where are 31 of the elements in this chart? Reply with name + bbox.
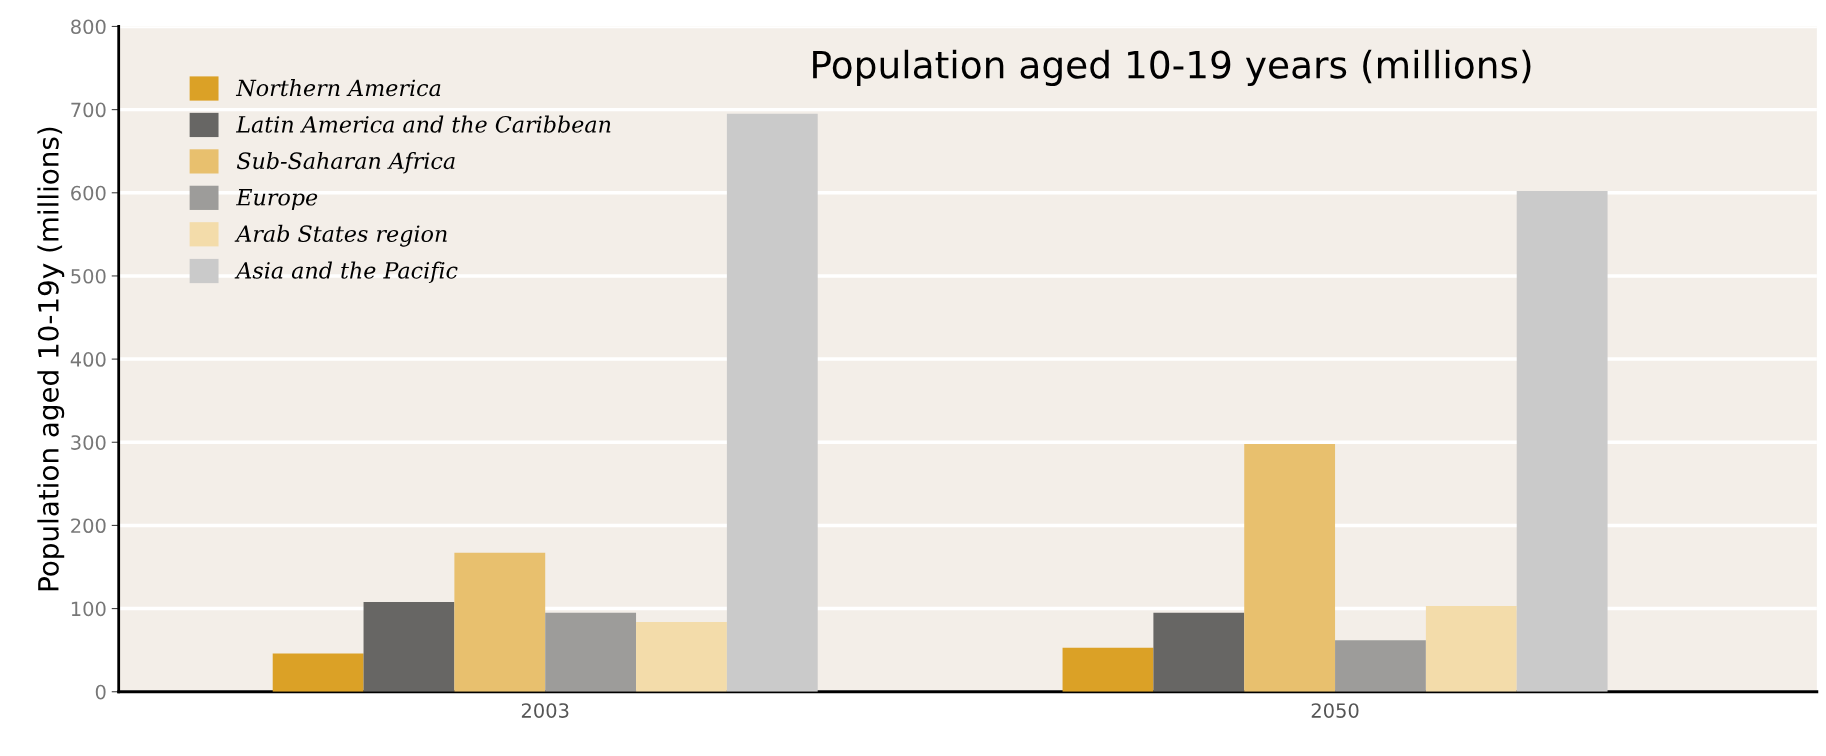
legend-label: Arab States region [234,224,447,247]
legend-label: Northern America [235,79,441,97]
y-tick-label: 600 [71,185,106,201]
y-tick-label: 100 [71,601,106,617]
x-tick-label: 2050 [1311,703,1359,718]
y-tick-label: 500 [71,268,106,284]
legend-label: Asia and the Pacific [234,261,458,284]
bar [545,612,637,692]
y-tick-label: 400 [70,352,106,367]
bar [636,621,727,692]
y-tick-label: 200 [71,518,106,534]
legend-label: Europe [235,189,318,210]
bar [454,552,546,692]
bar [1516,191,1608,692]
bar [363,601,455,692]
bar [1335,640,1426,692]
y-tick-label: 800 [71,19,106,35]
bar [1153,612,1245,692]
text: Population aged 10-19 years (millions) [813,49,1531,87]
legend-label: Sub-Saharan Africa [236,151,455,174]
legend-label: Latin America and the Caribbean [235,115,611,133]
bar [1425,606,1517,692]
bar [272,653,364,692]
bar [1244,443,1336,692]
y-axis-title: Population aged 10-19y (millions) [37,127,65,591]
x-tick-label: 2003 [521,703,569,718]
y-tick-label: 700 [71,102,106,118]
y-tick-label: 300 [71,435,106,450]
bar [726,113,818,692]
y-tick-label: 0 [95,684,106,700]
bar [1062,647,1154,692]
